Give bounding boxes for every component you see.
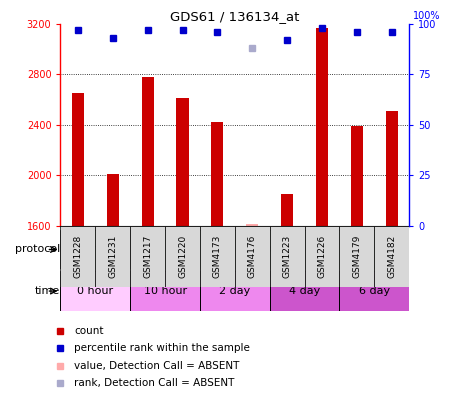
Bar [130,226,165,287]
Text: 2 day: 2 day [219,286,251,296]
Title: GDS61 / 136134_at: GDS61 / 136134_at [170,10,299,23]
Text: GSM1220: GSM1220 [178,235,187,278]
Bar [176,98,189,226]
Bar [246,224,259,226]
Bar [60,230,130,269]
Text: GSM4173: GSM4173 [213,235,222,278]
Text: GSM1231: GSM1231 [108,235,117,278]
Bar [351,126,363,226]
Text: protocol: protocol [15,244,60,255]
Bar [270,226,305,287]
Text: GSM1223: GSM1223 [283,235,292,278]
Bar [130,271,200,311]
Text: GSM1226: GSM1226 [318,235,326,278]
Text: GSM4179: GSM4179 [352,235,361,278]
Bar [385,111,398,226]
Text: rank, Detection Call = ABSENT: rank, Detection Call = ABSENT [74,378,235,388]
Text: GSM4176: GSM4176 [248,235,257,278]
Bar [141,77,154,226]
Text: count: count [74,326,104,336]
Bar [60,271,130,311]
Bar [235,226,270,287]
Bar [95,226,130,287]
Bar [316,28,328,226]
Bar [106,174,119,226]
Bar [270,271,339,311]
Text: GSM1228: GSM1228 [73,235,82,278]
Text: 6 day: 6 day [359,286,390,296]
Bar [281,194,293,226]
Text: 4 day: 4 day [289,286,320,296]
Text: time: time [35,286,60,296]
Bar [339,271,409,311]
Bar [211,122,224,226]
Bar [339,226,374,287]
Bar [130,230,409,269]
Text: GSM1217: GSM1217 [143,235,152,278]
Text: percentile rank within the sample: percentile rank within the sample [74,343,250,354]
Text: GSM4182: GSM4182 [387,235,396,278]
Text: 10 hour: 10 hour [144,286,186,296]
Bar [165,226,200,287]
Text: 0 hour: 0 hour [77,286,113,296]
Text: value, Detection Call = ABSENT: value, Detection Call = ABSENT [74,361,240,371]
Bar [374,226,409,287]
Bar [305,226,339,287]
Bar [200,271,270,311]
Text: normoxic: normoxic [70,244,121,255]
Bar [200,226,235,287]
Bar [72,93,84,226]
Text: hypoxic: hypoxic [248,244,291,255]
Text: 100%: 100% [413,11,441,21]
Bar [60,226,95,287]
